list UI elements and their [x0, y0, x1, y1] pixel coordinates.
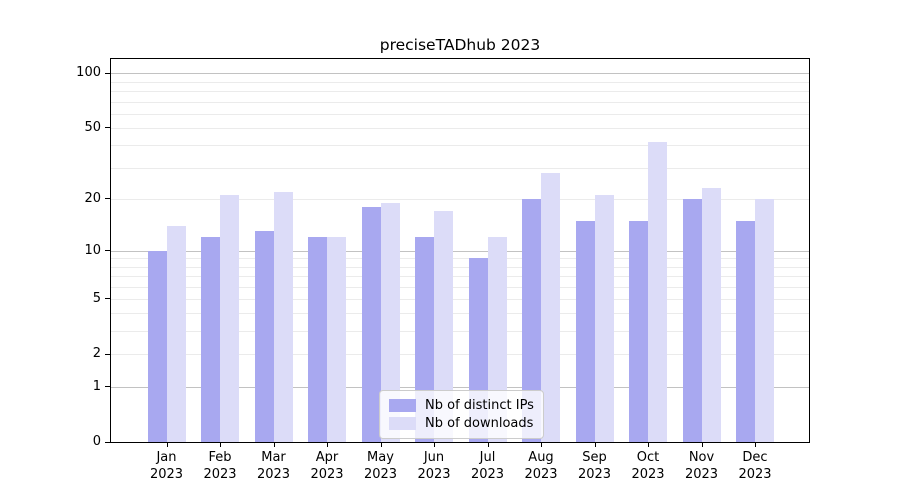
bar-downloads-mar: [273, 191, 293, 442]
x-tick-label: Apr 2023: [310, 450, 344, 482]
x-tick-label: Aug 2023: [524, 450, 558, 482]
y-tick-mark: [105, 353, 110, 355]
x-tick-mark: [273, 443, 275, 447]
x-tick-mark: [327, 443, 328, 447]
x-tick-label: Sep 2023: [577, 450, 612, 482]
gridline-minor: [111, 113, 809, 115]
bar-downloads-feb: [220, 195, 239, 442]
legend: Nb of distinct IPs Nb of downloads: [379, 390, 544, 439]
x-tick-mark: [434, 443, 435, 447]
y-tick-mark: [105, 198, 110, 200]
bar-downloads-jan: [166, 225, 186, 442]
bar-downloads-sep: [594, 195, 614, 442]
y-tick-mark: [105, 72, 110, 74]
x-tick-mark: [755, 443, 756, 447]
gridline-minor: [111, 266, 809, 268]
y-tick-label: 50: [84, 119, 101, 135]
gridline-minor: [111, 286, 809, 288]
x-tick-mark: [701, 443, 703, 447]
x-tick-mark: [220, 443, 221, 447]
bar-distinct-ips-apr: [308, 237, 327, 442]
bar-downloads-nov: [701, 188, 721, 442]
y-tick-label: 5: [92, 290, 101, 306]
x-tick-label: May 2023: [363, 450, 398, 482]
y-tick-mark: [105, 127, 110, 129]
x-tick-label: Jun 2023: [417, 450, 451, 482]
y-tick-mark: [105, 250, 110, 251]
gridline-minor: [111, 354, 809, 356]
gridline-minor: [111, 275, 809, 277]
bar-distinct-ips-oct: [629, 220, 648, 442]
y-tick-label: 20: [84, 190, 101, 206]
bar-downloads-jun: [434, 211, 453, 442]
bar-downloads-aug: [541, 173, 560, 442]
x-tick-mark: [594, 443, 596, 447]
gridline-minor: [111, 313, 809, 315]
gridline-minor: [111, 145, 809, 147]
x-tick-mark: [166, 443, 168, 447]
gridline-minor: [111, 258, 809, 260]
bar-distinct-ips-dec: [736, 220, 755, 442]
plot-area: [110, 58, 810, 443]
gridline-minor: [111, 81, 809, 83]
bar-distinct-ips-mar: [254, 231, 274, 442]
y-tick-mark: [105, 386, 110, 388]
bar-distinct-ips-sep: [575, 220, 595, 442]
x-tick-label: Jan 2023: [149, 450, 184, 482]
gridline-major: [111, 386, 809, 388]
x-tick-label: Feb 2023: [203, 450, 237, 482]
legend-label-distinct-ips: Nb of distinct IPs: [425, 398, 534, 413]
gridline-minor: [111, 167, 809, 169]
gridline-minor: [111, 298, 809, 300]
y-tick-mark: [105, 298, 110, 300]
gridline-minor: [111, 331, 809, 333]
legend-swatch-downloads-icon: [389, 417, 416, 430]
y-tick-mark: [105, 441, 110, 443]
x-tick-mark: [487, 443, 489, 447]
bar-distinct-ips-nov: [682, 198, 702, 442]
y-tick-label: 100: [76, 65, 101, 81]
x-tick-mark: [541, 443, 542, 447]
bar-distinct-ips-feb: [201, 237, 220, 442]
bar-downloads-may: [380, 202, 400, 442]
x-tick-mark: [380, 443, 382, 447]
y-tick-label: 1: [92, 378, 101, 394]
gridline-major: [111, 73, 809, 75]
y-tick-label: 2: [92, 346, 101, 362]
legend-swatch-distinct-ips-icon: [389, 399, 416, 412]
gridline-major: [111, 250, 809, 252]
bar-downloads-apr: [327, 237, 346, 442]
x-tick-label: Mar 2023: [256, 450, 291, 482]
bar-downloads-oct: [648, 141, 667, 442]
x-tick-label: Dec 2023: [738, 450, 772, 482]
x-tick-label: Jul 2023: [470, 450, 505, 482]
gridline-minor: [111, 127, 809, 129]
bar-downloads-dec: [755, 198, 774, 442]
x-tick-label: Nov 2023: [684, 450, 719, 482]
y-tick-label: 10: [84, 242, 101, 258]
legend-item-distinct-ips: Nb of distinct IPs: [389, 398, 534, 413]
legend-item-downloads: Nb of downloads: [389, 416, 534, 431]
gridline-minor: [111, 101, 809, 103]
gridline-minor: [111, 198, 809, 200]
bar-distinct-ips-aug: [522, 198, 541, 442]
gridline-minor: [111, 91, 809, 93]
bar-distinct-ips-may: [361, 206, 381, 442]
legend-label-downloads: Nb of downloads: [425, 416, 534, 431]
x-tick-label: Oct 2023: [631, 450, 665, 482]
x-tick-mark: [648, 443, 649, 447]
bar-distinct-ips-jan: [147, 250, 167, 442]
chart-title: preciseTADhub 2023: [379, 36, 541, 54]
y-tick-label: 0: [92, 434, 101, 449]
